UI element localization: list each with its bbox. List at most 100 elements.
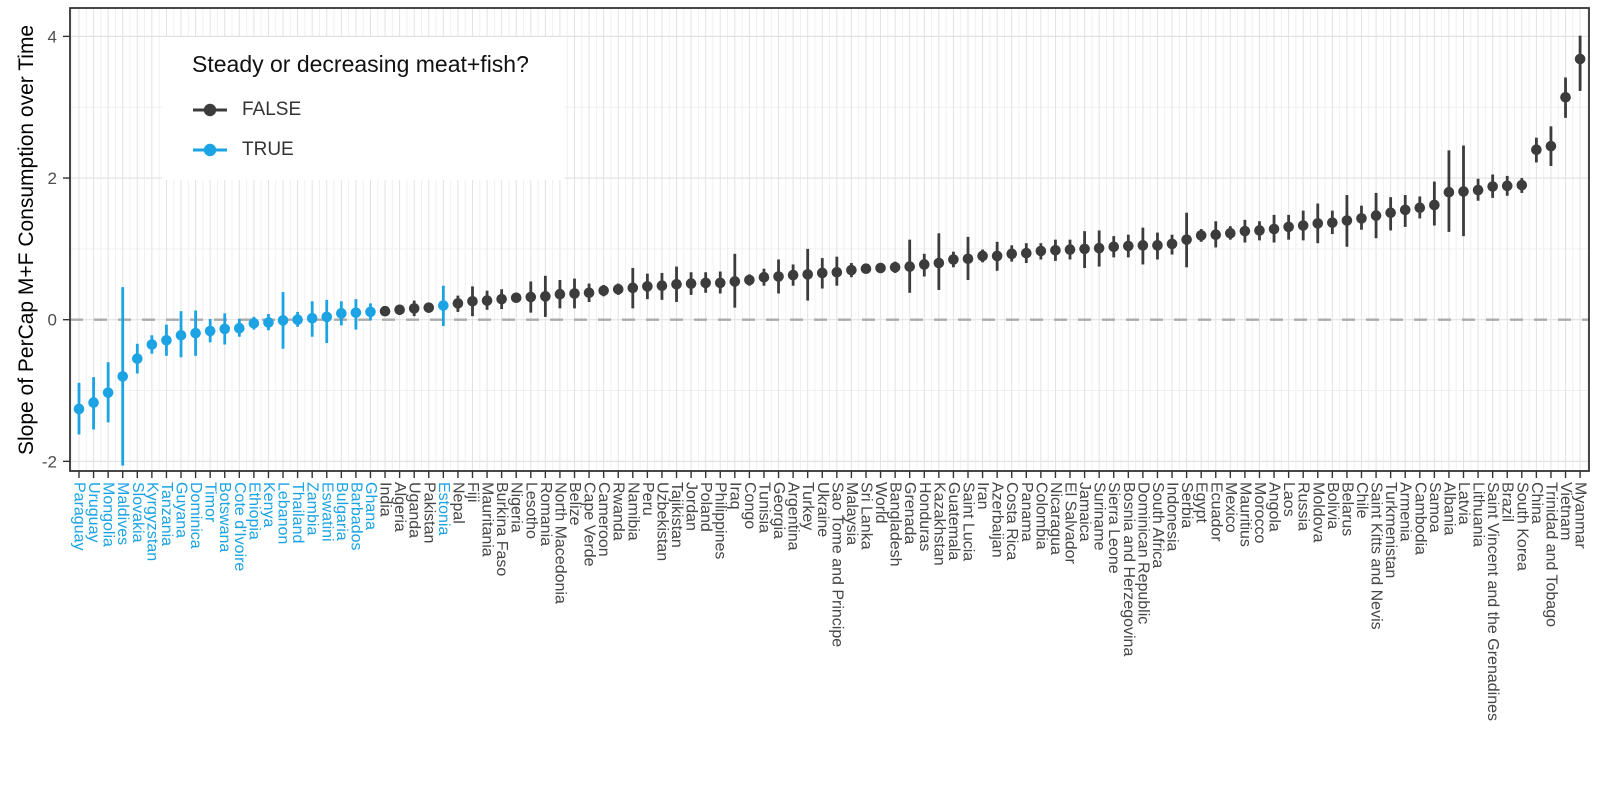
pointranges [73, 35, 1586, 466]
point-Armenia [1399, 204, 1411, 216]
pointrange-Iran [977, 249, 988, 263]
point-Serbia [1181, 234, 1192, 245]
point-Russia [1297, 220, 1309, 231]
x-label-Iran: Iran [974, 482, 991, 510]
x-label-Lebanon: Lebanon [275, 482, 292, 544]
point-Guyana [175, 329, 187, 341]
pointrange-Chile [1356, 205, 1367, 230]
point-South Korea [1516, 179, 1528, 191]
x-label-Azerbaijan: Azerbaijan [989, 482, 1006, 558]
pointrange-Cameroon [598, 284, 609, 297]
pointrange-Ethiopia [248, 316, 260, 330]
pointrange-Bosnia and Herzegovina [1123, 234, 1134, 258]
point-Iraq [729, 276, 741, 287]
pointrange-El Salvador [1064, 239, 1076, 260]
x-label-Russia: Russia [1295, 482, 1312, 531]
pointrange-Fiji [467, 286, 478, 317]
pointrange-South Africa [1152, 232, 1163, 260]
pointrange-Sao Tome and Principe [831, 256, 843, 286]
x-label-Vietnam: Vietnam [1557, 482, 1574, 540]
x-label-Uzbekistan: Uzbekistan [653, 482, 670, 561]
point-Dominican Republic [1137, 240, 1149, 251]
x-label-Ukraine: Ukraine [814, 482, 831, 537]
point-Costa Rica [1006, 248, 1018, 260]
x-label-Sao Tome and Principe: Sao Tome and Principe [828, 482, 845, 647]
pointrange-Tajikistan [671, 266, 682, 302]
y-tick-label-2: 2 [48, 169, 57, 188]
point-Vietnam [1560, 91, 1571, 103]
point-Saint Lucia [962, 253, 974, 265]
pointrange-Suriname [1093, 230, 1105, 267]
point-Botswana [219, 323, 231, 335]
x-label-Guatemala: Guatemala [945, 482, 962, 560]
pointrange-North Macedonia [554, 280, 566, 309]
point-Azerbaijan [991, 250, 1003, 262]
pointrange-Ukraine [816, 258, 828, 289]
pointrange-Mexico [1225, 226, 1236, 240]
x-label-Uganda: Uganda [406, 482, 423, 538]
x-label-Brazil: Brazil [1499, 482, 1516, 522]
pointrange-Colombia [1035, 243, 1047, 260]
y-axis-title: Slope of PerCap M+F Consumption over Tim… [15, 24, 38, 455]
point-Latvia [1458, 186, 1469, 197]
x-label-Armenia: Armenia [1397, 482, 1414, 542]
pointrange-Honduras [918, 253, 930, 277]
point-Belize [569, 288, 580, 299]
pointrange-Saint Lucia [962, 236, 974, 281]
pointrange-Namibia [627, 267, 639, 309]
pointrange-Trinidad and Tobago [1545, 126, 1557, 166]
x-label-Mauritius: Mauritius [1236, 482, 1253, 547]
legend-label-false: FALSE [242, 99, 302, 120]
x-label-Jordan: Jordan [683, 482, 700, 531]
pointrange-Burkina Faso [496, 289, 507, 310]
legend-key-true-icon [193, 143, 227, 157]
point-Brazil [1501, 180, 1513, 192]
point-Peru [642, 281, 653, 292]
x-label-Argentina: Argentina [785, 482, 802, 551]
pointrange-Kyrgyzstan [146, 335, 158, 354]
point-Moldova [1312, 218, 1324, 229]
point-Tajikistan [671, 278, 682, 290]
x-label-Albania: Albania [1440, 482, 1457, 535]
x-label-Poland: Poland [697, 482, 714, 532]
pointrange-Myanmar [1574, 35, 1586, 91]
x-label-Turkey: Turkey [799, 482, 816, 530]
pointrange-Bangladesh [889, 261, 901, 273]
x-label-Ethiopia: Ethiopia [245, 482, 262, 540]
x-label-Nepal: Nepal [449, 482, 466, 524]
pointrange-Nepal [452, 295, 464, 312]
point-Lesotho [525, 291, 537, 303]
pointrange-Cote d'Ivoire [234, 318, 245, 337]
x-label-Turkmenistan: Turkmenistan [1382, 482, 1399, 578]
pointrange-Botswana [219, 313, 231, 345]
pointrange-Belize [569, 278, 580, 309]
x-label-Ghana: Ghana [362, 482, 379, 530]
point-Jamaica [1079, 243, 1090, 255]
point-Rwanda [612, 283, 624, 295]
pointrange-Nigeria [510, 292, 522, 304]
x-label-Costa Rica: Costa Rica [1003, 482, 1020, 560]
x-label-Paraguay: Paraguay [71, 482, 88, 551]
pointrange-Poland [700, 272, 711, 293]
pointrange-Tunisia [758, 268, 770, 286]
pointrange-Mauritania [481, 290, 493, 310]
point-Thailand [292, 314, 303, 326]
x-label-Kenya: Kenya [260, 482, 277, 527]
point-Malaysia [846, 264, 857, 276]
y-tick-label-4: 4 [48, 27, 57, 46]
point-World [875, 262, 886, 274]
point-Philippines [714, 277, 726, 289]
point-Uganda [408, 303, 420, 314]
panel-border [69, 7, 1590, 472]
x-label-Nicaragua: Nicaragua [1047, 482, 1064, 555]
point-Fiji [467, 295, 478, 307]
x-label-Morocco: Morocco [1251, 482, 1268, 543]
point-Georgia [773, 271, 784, 282]
legend-key-false-dot [203, 103, 217, 117]
pointrange-Georgia [773, 259, 784, 294]
point-Sierra Leone [1108, 241, 1120, 253]
pointrange-Bulgaria [336, 301, 347, 326]
point-Albania [1443, 186, 1455, 198]
point-Morocco [1254, 225, 1265, 236]
